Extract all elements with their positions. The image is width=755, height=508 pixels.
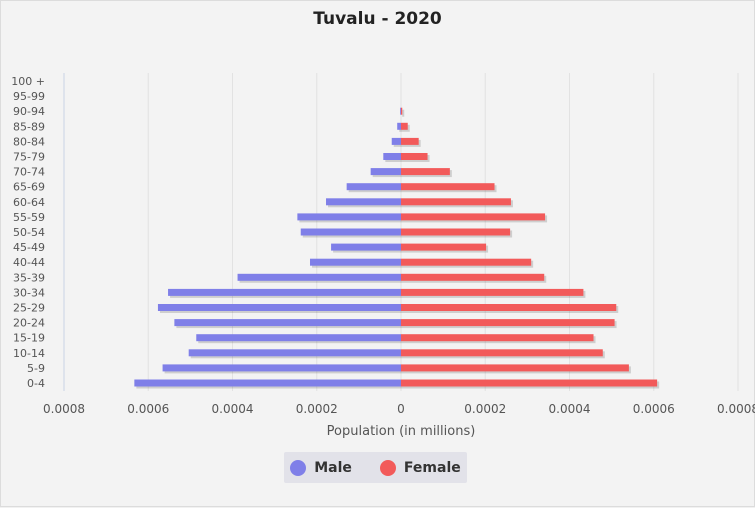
x-tick-label: 0.0008 xyxy=(43,402,85,416)
y-tick-label: 95-99 xyxy=(13,90,45,103)
female-bar[interactable] xyxy=(401,288,584,296)
y-tick-label: 100 + xyxy=(11,75,45,88)
female-bar[interactable] xyxy=(401,379,658,387)
x-tick-label: 0.0008 xyxy=(717,402,755,416)
male-bar[interactable] xyxy=(168,288,401,296)
y-tick-label: 5-9 xyxy=(27,362,45,375)
male-bar[interactable] xyxy=(162,364,401,372)
male-bar[interactable] xyxy=(157,304,401,311)
female-bar[interactable] xyxy=(401,228,511,236)
female-bar[interactable] xyxy=(401,364,629,372)
female-bar[interactable] xyxy=(401,304,617,311)
y-tick-label: 70-74 xyxy=(13,166,45,179)
x-tick-label: 0.0002 xyxy=(296,402,338,416)
male-bar[interactable] xyxy=(196,334,401,342)
male-bar[interactable] xyxy=(370,168,401,176)
female-bar[interactable] xyxy=(401,349,603,357)
y-tick-label: 60-64 xyxy=(13,196,45,209)
female-bar[interactable] xyxy=(401,213,546,221)
x-tick-label: 0.0006 xyxy=(633,402,675,416)
male-bar[interactable] xyxy=(400,107,401,115)
y-tick-label: 55-59 xyxy=(13,211,45,224)
male-bar[interactable] xyxy=(331,243,401,251)
female-bar[interactable] xyxy=(401,319,615,327)
x-tick-label: 0.0006 xyxy=(127,402,169,416)
male-bar[interactable] xyxy=(383,153,401,160)
chart-title: Tuvalu - 2020 xyxy=(313,9,442,29)
male-bar[interactable] xyxy=(188,349,401,357)
male-marker-icon xyxy=(290,459,307,476)
y-tick-label: 45-49 xyxy=(13,241,45,254)
male-bar[interactable] xyxy=(397,122,401,130)
male-bar[interactable] xyxy=(326,198,401,206)
female-bar[interactable] xyxy=(401,334,594,342)
legend-female-label: Female xyxy=(403,459,461,476)
y-tick-label: 40-44 xyxy=(13,256,45,269)
x-axis-labels: 0.0008 0.0006 0.0004 0.0002 0 0.0002 0.0004 0.0… xyxy=(43,402,755,416)
legend: Male Female xyxy=(284,452,467,483)
legend-item-female[interactable]: Female xyxy=(379,459,461,476)
female-bar[interactable] xyxy=(401,168,450,176)
y-tick-label: 20-24 xyxy=(13,317,45,330)
male-bar[interactable] xyxy=(300,228,401,236)
male-bar[interactable] xyxy=(174,319,401,327)
x-tick-label: 0 xyxy=(397,402,405,416)
female-bar[interactable] xyxy=(401,137,419,145)
female-bar[interactable] xyxy=(401,243,487,251)
bar-shadow xyxy=(402,109,403,117)
female-bar[interactable] xyxy=(401,273,545,281)
female-bar[interactable] xyxy=(401,107,403,115)
y-tick-label: 75-79 xyxy=(13,151,45,164)
x-tick-label: 0.0004 xyxy=(549,402,591,416)
male-bar[interactable] xyxy=(237,273,401,281)
male-bar[interactable] xyxy=(391,137,401,145)
y-tick-label: 25-29 xyxy=(13,302,45,315)
female-marker-icon xyxy=(379,459,396,476)
x-tick-label: 0.0002 xyxy=(464,402,506,416)
y-tick-label: 15-19 xyxy=(13,332,45,345)
female-bar[interactable] xyxy=(401,198,511,206)
y-tick-label: 90-94 xyxy=(13,105,45,118)
y-tick-label: 0-4 xyxy=(27,377,45,390)
bar-shadow xyxy=(403,109,405,117)
y-tick-label: 30-34 xyxy=(13,286,45,299)
y-tick-label: 35-39 xyxy=(13,271,45,284)
female-bar[interactable] xyxy=(401,153,428,160)
bars-group xyxy=(134,107,660,389)
legend-male-label: Male xyxy=(314,459,352,476)
y-axis-labels: 0-4 5-9 10-14 15-19 20-24 25-29 30-34 35-39 40-4… xyxy=(11,75,45,390)
x-axis-title: Population (in millions) xyxy=(327,424,476,439)
male-bar[interactable] xyxy=(297,213,401,221)
y-tick-label: 50-54 xyxy=(13,226,45,239)
y-tick-label: 10-14 xyxy=(13,347,45,360)
male-bar[interactable] xyxy=(134,379,401,387)
y-tick-label: 80-84 xyxy=(13,135,45,148)
legend-item-male[interactable]: Male xyxy=(290,459,352,476)
female-bar[interactable] xyxy=(401,258,532,266)
x-tick-label: 0.0004 xyxy=(212,402,254,416)
male-bar[interactable] xyxy=(310,258,401,266)
y-tick-label: 65-69 xyxy=(13,181,45,194)
y-tick-label: 85-89 xyxy=(13,120,45,133)
male-bar[interactable] xyxy=(346,183,401,191)
female-bar[interactable] xyxy=(401,122,408,130)
female-bar[interactable] xyxy=(401,183,495,191)
